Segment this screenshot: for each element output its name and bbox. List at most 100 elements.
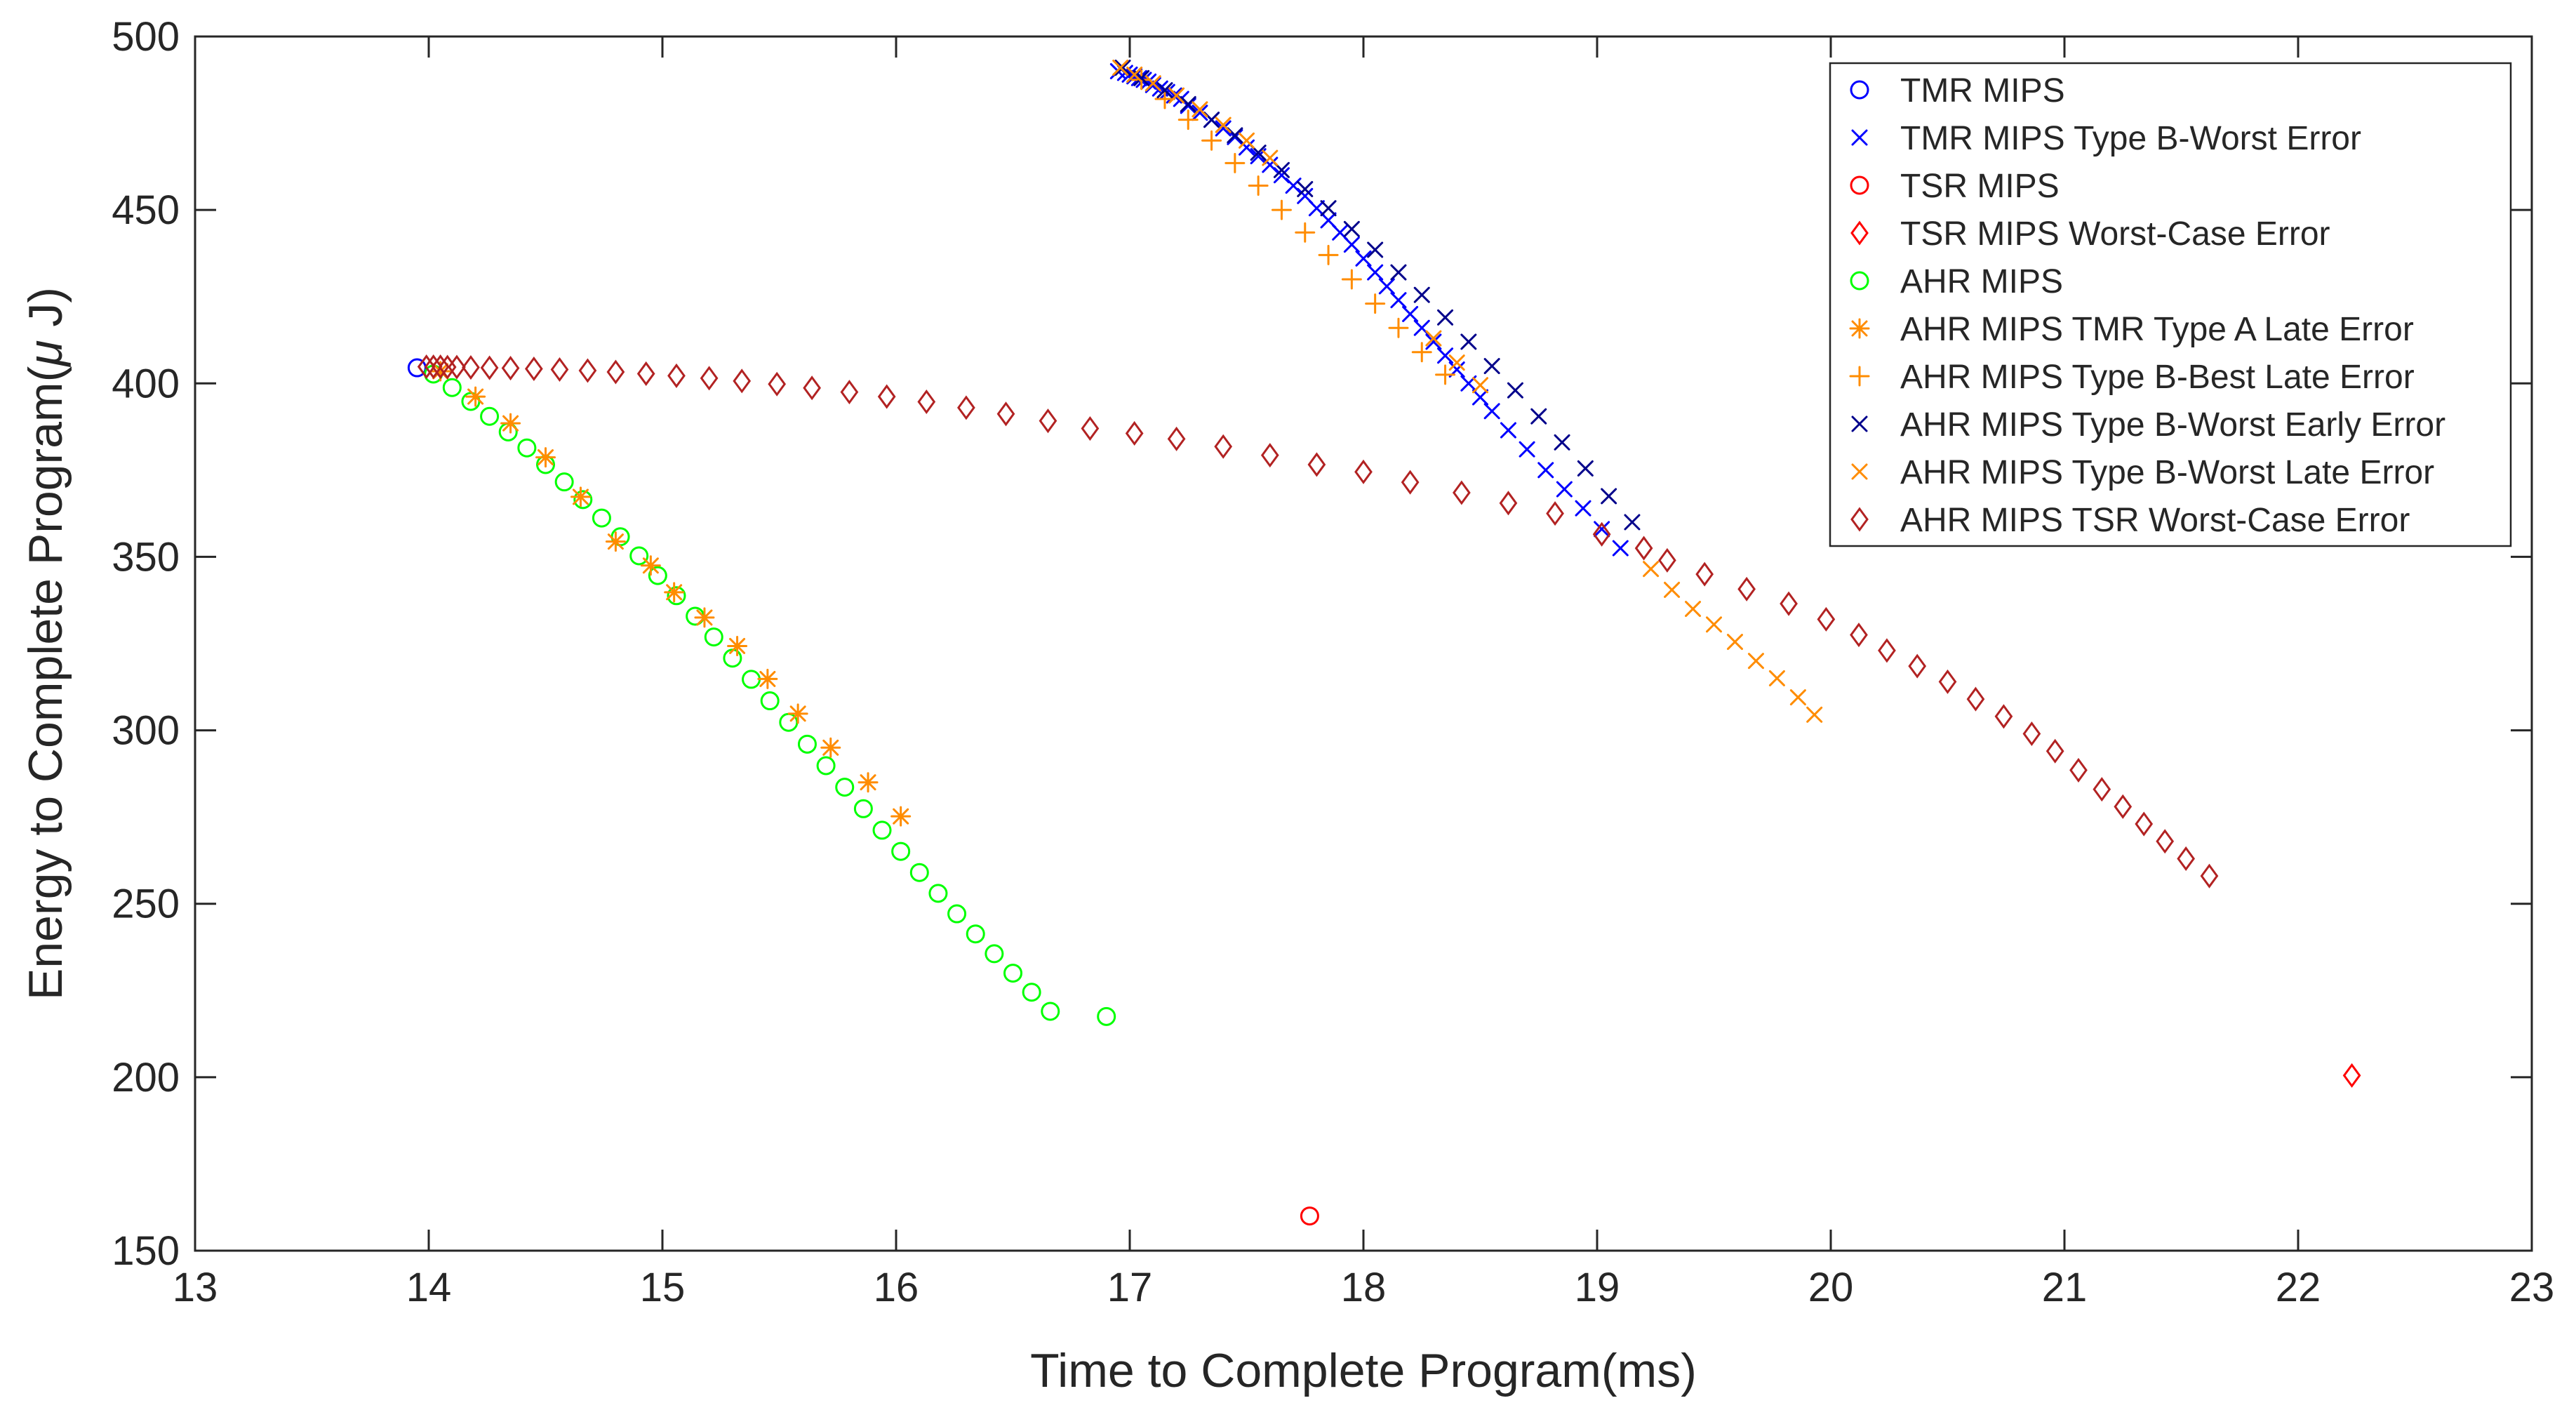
data-point bbox=[803, 375, 821, 401]
legend-item: AHR MIPS TMR Type A Late Error bbox=[1849, 311, 2414, 348]
data-point bbox=[1343, 220, 1360, 237]
data-point bbox=[787, 703, 808, 724]
data-point bbox=[1537, 462, 1554, 479]
x-axis-ticks bbox=[194, 36, 2533, 1251]
y-tick-label: 200 bbox=[112, 1055, 180, 1100]
data-point bbox=[1850, 623, 1868, 648]
data-point bbox=[517, 438, 537, 458]
data-point bbox=[1685, 601, 1702, 618]
data-point bbox=[1878, 638, 1896, 663]
legend-marker bbox=[1851, 415, 1868, 432]
x-tick-label: 18 bbox=[1341, 1265, 1387, 1310]
legend-label: AHR MIPS Type B-Best Late Error bbox=[1900, 359, 2415, 396]
data-point bbox=[1271, 199, 1292, 220]
data-point bbox=[2177, 846, 2196, 871]
x-tick-label: 21 bbox=[2042, 1265, 2088, 1310]
data-point bbox=[872, 820, 892, 840]
data-point bbox=[2342, 1063, 2361, 1088]
axes-box bbox=[194, 35, 2533, 1252]
data-point bbox=[909, 863, 929, 882]
y-axis-title-unit: J) bbox=[19, 287, 72, 340]
y-axis-title-mu: μ bbox=[19, 340, 72, 368]
data-point bbox=[1530, 408, 1547, 425]
legend-marker bbox=[1850, 220, 1869, 246]
legend-items: TMR MIPS TMR MIPS Type B-Worst Error TSR M… bbox=[1849, 72, 2445, 539]
data-point bbox=[417, 354, 436, 380]
data-point bbox=[424, 354, 443, 380]
x-axis-title: Time to Complete Program(ms) bbox=[1030, 1344, 1697, 1397]
data-point bbox=[1343, 237, 1360, 253]
data-point bbox=[1260, 443, 1279, 468]
data-point bbox=[1022, 983, 1041, 1002]
data-point bbox=[917, 389, 936, 415]
data-point bbox=[1388, 317, 1409, 338]
data-point bbox=[694, 607, 715, 628]
data-point bbox=[480, 406, 500, 426]
data-point bbox=[1192, 105, 1208, 121]
data-point bbox=[727, 635, 748, 656]
legend-marker bbox=[1850, 175, 1869, 195]
data-point bbox=[1499, 491, 1518, 516]
legend-marker bbox=[1849, 366, 1870, 387]
data-point bbox=[1546, 501, 1564, 526]
data-point bbox=[1994, 704, 2013, 729]
data-point bbox=[1460, 333, 1477, 350]
data-point bbox=[890, 806, 912, 827]
data-point bbox=[1112, 59, 1129, 76]
data-point bbox=[1726, 634, 1743, 651]
data-point bbox=[1114, 59, 1131, 76]
data-point bbox=[1747, 653, 1764, 670]
data-point bbox=[2114, 794, 2133, 819]
data-point bbox=[1402, 305, 1419, 322]
data-point bbox=[835, 778, 855, 797]
data-point bbox=[966, 924, 985, 944]
legend-label: AHR MIPS TMR Type A Late Error bbox=[1900, 311, 2414, 348]
data-point bbox=[1131, 69, 1152, 91]
data-point bbox=[2069, 757, 2088, 783]
data-point bbox=[1318, 244, 1339, 265]
data-point bbox=[733, 368, 752, 394]
data-point bbox=[1472, 377, 1488, 394]
data-point bbox=[480, 355, 499, 380]
data-point bbox=[1167, 426, 1186, 451]
series-3 bbox=[2342, 1063, 2361, 1088]
data-point bbox=[1483, 358, 1500, 375]
data-point bbox=[2046, 738, 2064, 764]
series-8 bbox=[1112, 59, 1823, 723]
y-tick-label: 450 bbox=[112, 187, 180, 233]
y-tick-label: 300 bbox=[112, 708, 180, 754]
data-point bbox=[1737, 576, 1756, 601]
data-point bbox=[1706, 616, 1722, 633]
data-point bbox=[1320, 200, 1337, 217]
data-point bbox=[664, 582, 685, 603]
x-tick-label: 13 bbox=[173, 1265, 218, 1310]
data-point bbox=[1664, 581, 1681, 598]
data-point bbox=[2200, 863, 2219, 889]
data-point bbox=[578, 358, 597, 383]
data-point bbox=[1695, 561, 1714, 587]
legend: TMR MIPS TMR MIPS Type B-Worst Error TSR M… bbox=[1829, 62, 2512, 547]
data-point bbox=[1295, 222, 1316, 243]
data-point bbox=[573, 490, 593, 510]
data-point bbox=[857, 772, 879, 793]
legend-label: AHR MIPS bbox=[1900, 263, 2063, 300]
data-point bbox=[1789, 689, 1806, 706]
legend-item: TMR MIPS bbox=[1850, 72, 2065, 109]
data-point bbox=[985, 944, 1004, 964]
data-point bbox=[648, 566, 667, 585]
data-point bbox=[947, 904, 967, 924]
data-point bbox=[957, 395, 975, 420]
legend-label: AHR MIPS Type B-Worst Late Error bbox=[1900, 454, 2434, 491]
x-tick-labels: 13 14 15 16 17 18 19 20 21 22 23 bbox=[173, 1265, 2555, 1310]
data-point bbox=[1248, 175, 1269, 197]
data-point bbox=[996, 401, 1015, 427]
data-point bbox=[1367, 264, 1384, 281]
data-point bbox=[1817, 606, 1836, 632]
legend-marker bbox=[1850, 507, 1869, 532]
data-point bbox=[605, 531, 626, 552]
data-point bbox=[1355, 250, 1372, 267]
series-9 bbox=[417, 354, 2219, 889]
legend-label: TSR MIPS Worst-Case Error bbox=[1900, 215, 2330, 253]
y-tick-label: 350 bbox=[112, 534, 180, 580]
